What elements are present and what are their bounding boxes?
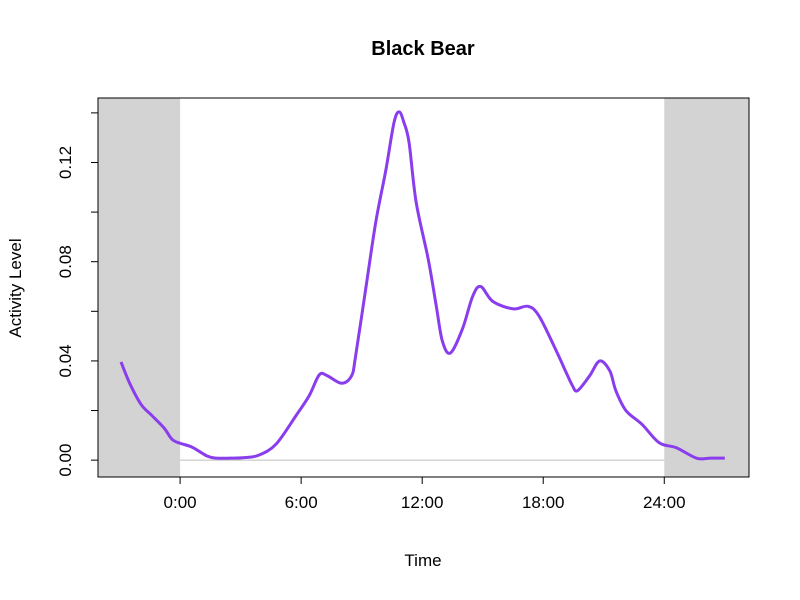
plot-frame: [97, 97, 750, 478]
x-axis-label: Time: [404, 551, 442, 570]
y-tick-label: 0.04: [56, 344, 75, 377]
y-tick-label: 0.08: [56, 245, 75, 278]
night-shade-region-0: [98, 98, 181, 477]
activity-curve-0: [119, 110, 725, 461]
x-tick-label: 12:00: [401, 493, 444, 512]
x-tick-label: 6:00: [285, 493, 318, 512]
x-tick-label: 18:00: [522, 493, 565, 512]
x-tick-label: 24:00: [643, 493, 686, 512]
chart-title: Black Bear: [371, 38, 475, 60]
night-shade-region-1: [664, 98, 749, 477]
y-tick-label: 0.12: [56, 146, 75, 179]
y-tick-label: 0.00: [56, 444, 75, 477]
x-tick-label: 0:00: [164, 493, 197, 512]
